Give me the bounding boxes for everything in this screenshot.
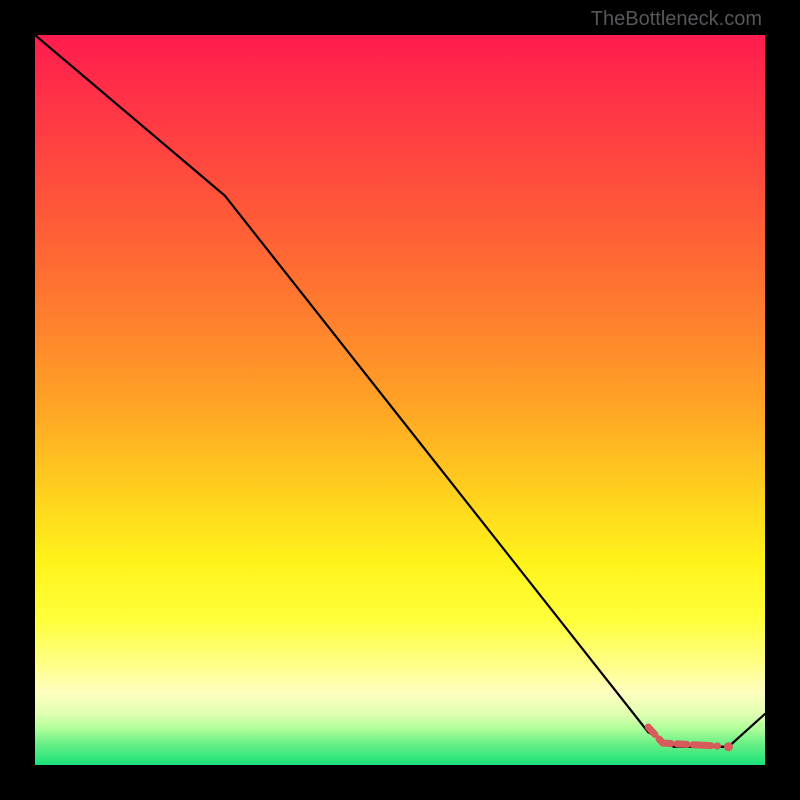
bottleneck-curve [35,35,765,747]
watermark-label: TheBottleneck.com [591,8,762,31]
plot-area [35,35,765,765]
highlight-end-dot [724,742,733,751]
highlight-dash-segment [648,727,717,746]
overlay-svg [35,35,765,765]
chart-stage: TheBottleneck.com [0,0,800,800]
